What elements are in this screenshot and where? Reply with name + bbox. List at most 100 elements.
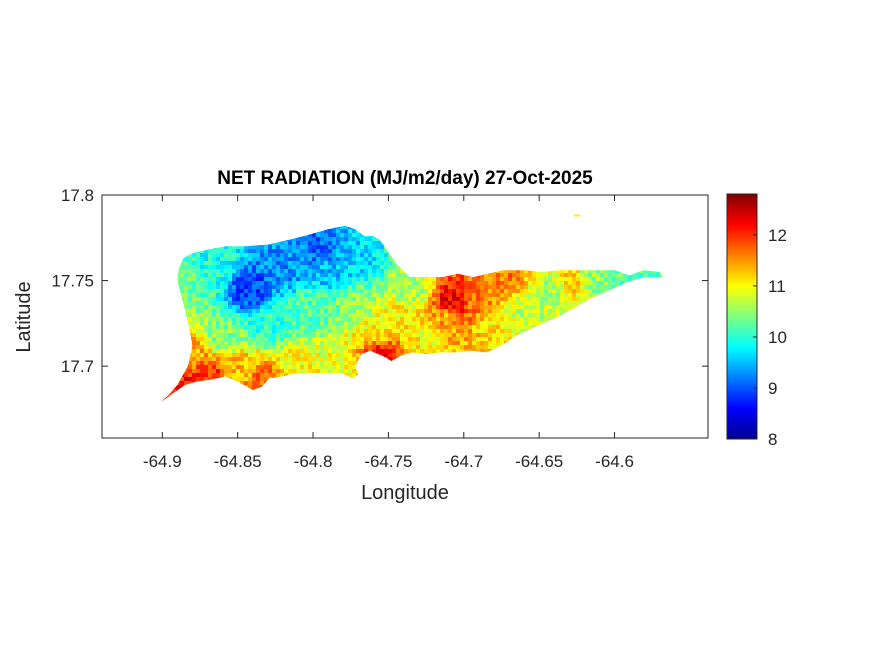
raster-cell (336, 269, 341, 274)
raster-cell (276, 345, 281, 350)
raster-cell (192, 261, 197, 266)
raster-cell (204, 249, 209, 254)
raster-cell (280, 249, 285, 254)
raster-cell (424, 285, 429, 290)
raster-cell (296, 289, 301, 294)
raster-cell (276, 305, 281, 310)
raster-cell (320, 253, 325, 258)
raster-cell (220, 313, 225, 318)
raster-cell (244, 253, 249, 258)
raster-cell (272, 329, 277, 334)
raster-cell (276, 369, 281, 374)
raster-cell (296, 237, 301, 242)
raster-cell (360, 305, 365, 310)
raster-cell (252, 281, 257, 286)
raster-cell (268, 253, 273, 258)
raster-cell (260, 321, 265, 326)
raster-cell (252, 317, 257, 322)
raster-cell (348, 229, 353, 234)
raster-cell (448, 333, 453, 338)
raster-cell (488, 329, 493, 334)
raster-cell (548, 297, 553, 302)
raster-cell (260, 261, 265, 266)
raster-cell (360, 317, 365, 322)
raster-cell (500, 321, 505, 326)
raster-cell (328, 293, 333, 298)
raster-cell (200, 373, 205, 378)
raster-cell (244, 269, 249, 274)
raster-cell (308, 337, 313, 342)
raster-cell (476, 285, 481, 290)
raster-cell (520, 289, 525, 294)
raster-cell (416, 277, 421, 282)
raster-cell (240, 301, 245, 306)
raster-cell (648, 273, 653, 278)
raster-cell (232, 253, 237, 258)
raster-cell (292, 245, 297, 250)
raster-cell (204, 289, 209, 294)
raster-cell (560, 305, 565, 310)
raster-cell (504, 333, 509, 338)
raster-cell (284, 297, 289, 302)
raster-cell (344, 281, 349, 286)
raster-cell (196, 285, 201, 290)
raster-cell (268, 309, 273, 314)
raster-cell (220, 365, 225, 370)
raster-cell (512, 333, 517, 338)
raster-cell (196, 341, 201, 346)
raster-cell (372, 317, 377, 322)
raster-cell (280, 337, 285, 342)
raster-cell (332, 333, 337, 338)
raster-cell (332, 297, 337, 302)
raster-cell (208, 353, 213, 358)
raster-cell (264, 281, 269, 286)
raster-cell (428, 325, 433, 330)
raster-cell (276, 357, 281, 362)
raster-cell (488, 273, 493, 278)
raster-cell (232, 249, 237, 254)
raster-cell (200, 301, 205, 306)
raster-cell (276, 265, 281, 270)
raster-cell (360, 309, 365, 314)
raster-cell (444, 321, 449, 326)
raster-cell (512, 289, 517, 294)
raster-cell (356, 349, 361, 354)
raster-cell (432, 345, 437, 350)
raster-cell (200, 349, 205, 354)
raster-cell (392, 297, 397, 302)
raster-cell (404, 293, 409, 298)
raster-cell (316, 249, 321, 254)
raster-cell (360, 253, 365, 258)
raster-cell (352, 341, 357, 346)
raster-cell (288, 297, 293, 302)
raster-cell (232, 285, 237, 290)
raster-cell (272, 289, 277, 294)
raster-cell (412, 337, 417, 342)
raster-cell (496, 317, 501, 322)
raster-cell (352, 313, 357, 318)
raster-cell (208, 313, 213, 318)
raster-cell (436, 325, 441, 330)
raster-cell (196, 377, 201, 382)
raster-cell (216, 257, 221, 262)
raster-cell (328, 269, 333, 274)
raster-cell (548, 317, 553, 322)
raster-cell (416, 341, 421, 346)
raster-cell (392, 309, 397, 314)
raster-cell (260, 285, 265, 290)
raster-cell (384, 297, 389, 302)
raster-cell (240, 281, 245, 286)
raster-cell (456, 301, 461, 306)
raster-cell (260, 329, 265, 334)
raster-cell (516, 329, 521, 334)
raster-cell (324, 365, 329, 370)
raster-cell (268, 265, 273, 270)
raster-cell (352, 305, 357, 310)
raster-cell (436, 317, 441, 322)
raster-cell (440, 349, 445, 354)
raster-cell (432, 313, 437, 318)
raster-cell (304, 329, 309, 334)
raster-cell (180, 297, 185, 302)
raster-cell (524, 293, 529, 298)
raster-cell (236, 337, 241, 342)
